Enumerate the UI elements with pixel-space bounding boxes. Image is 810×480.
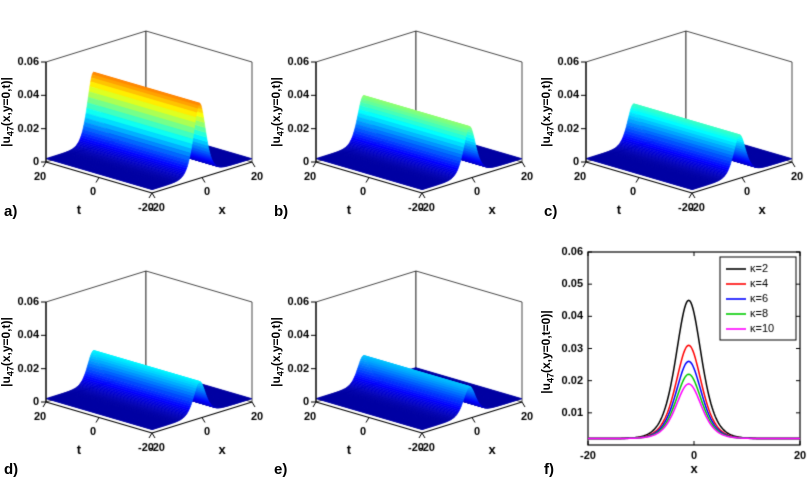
panel-f-line-plot: [540, 240, 810, 480]
panel-a-ylabel: |u47(x,y=0,t)|: [0, 17, 16, 207]
ylabel-subscript: 47: [545, 126, 556, 137]
panel-b-surface-plot: [270, 0, 540, 240]
panel-f: |u47(x,y=0,t=0)| f): [540, 240, 810, 480]
panel-c-ylabel: |u47(x,y=0,t)|: [540, 17, 556, 207]
ylabel-text: |u: [270, 136, 283, 147]
ylabel-subscript: 47: [5, 366, 16, 377]
ylabel-subscript: 47: [275, 366, 286, 377]
ylabel-subscript: 47: [5, 126, 16, 137]
ylabel-text: (x,y=0,t)|: [270, 317, 283, 367]
ylabel-text: |u: [540, 136, 553, 147]
panel-a-surface-plot: [0, 0, 270, 240]
ylabel-text: |u: [270, 376, 283, 387]
panel-e-surface-plot: [270, 240, 540, 480]
panel-e-ylabel: |u47(x,y=0,t)|: [270, 257, 286, 447]
panel-d: |u47(x,y=0,t)| d): [0, 240, 270, 480]
ylabel-text: (x,y=0,t=0)|: [540, 310, 553, 374]
panel-b-ylabel: |u47(x,y=0,t)|: [270, 17, 286, 207]
panel-a-letter: a): [4, 203, 18, 220]
ylabel-text: |u: [540, 383, 553, 394]
ylabel-text: (x,y=0,t)|: [540, 77, 553, 127]
panel-f-letter: f): [544, 461, 554, 478]
panel-f-ylabel: |u47(x,y=0,t=0)|: [540, 257, 556, 447]
panel-e: |u47(x,y=0,t)| e): [270, 240, 540, 480]
ylabel-text: (x,y=0,t)|: [0, 77, 13, 127]
panel-b: |u47(x,y=0,t)| b): [270, 0, 540, 240]
panel-b-letter: b): [274, 203, 289, 220]
ylabel-subscript: 47: [545, 373, 556, 384]
ylabel-text: |u: [0, 376, 13, 387]
ylabel-text: (x,y=0,t)|: [270, 77, 283, 127]
panel-c-surface-plot: [540, 0, 810, 240]
panel-c-letter: c): [544, 203, 558, 220]
panel-d-letter: d): [4, 461, 19, 478]
panel-c: |u47(x,y=0,t)| c): [540, 0, 810, 240]
ylabel-subscript: 47: [275, 126, 286, 137]
ylabel-text: (x,y=0,t)|: [0, 317, 13, 367]
panel-e-letter: e): [274, 461, 288, 478]
panel-a: |u47(x,y=0,t)| a): [0, 0, 270, 240]
panel-d-surface-plot: [0, 240, 270, 480]
panel-d-ylabel: |u47(x,y=0,t)|: [0, 257, 16, 447]
ylabel-text: |u: [0, 136, 13, 147]
